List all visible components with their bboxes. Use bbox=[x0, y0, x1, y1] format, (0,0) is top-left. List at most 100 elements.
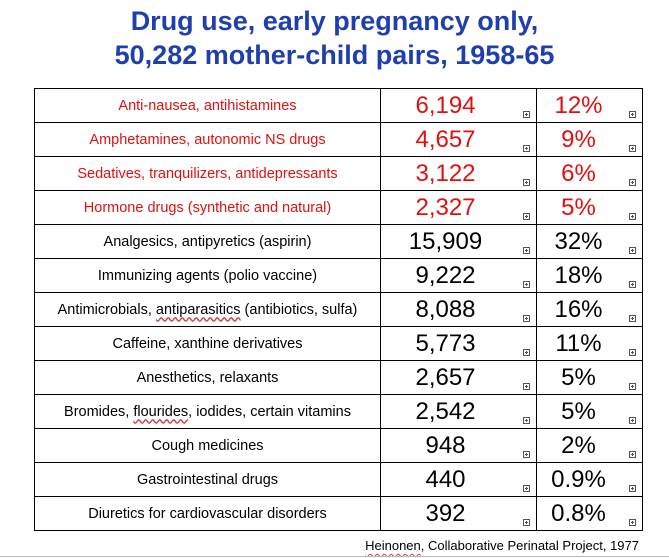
percent-value: 6% bbox=[561, 159, 596, 187]
table-row: Anti-nausea, antihistamines 6,194 12% bbox=[34, 88, 643, 123]
percent-cell: 0.9% bbox=[536, 462, 643, 497]
expand-marker-icon[interactable] bbox=[629, 451, 636, 458]
expand-marker-icon[interactable] bbox=[523, 281, 530, 288]
table-row: Antimicrobials, antiparasitics (antibiot… bbox=[34, 292, 643, 327]
table-row: Hormone drugs (synthetic and natural) 2,3… bbox=[34, 190, 643, 225]
expand-marker-icon[interactable] bbox=[523, 179, 530, 186]
drug-category-cell: Gastrointestinal drugs bbox=[34, 462, 381, 497]
expand-marker-icon[interactable] bbox=[629, 519, 636, 526]
drug-category-text: Diuretics for cardiovascular disorders bbox=[88, 505, 327, 522]
expand-marker-icon[interactable] bbox=[523, 519, 530, 526]
expand-marker-icon[interactable] bbox=[629, 315, 636, 322]
count-cell: 15,909 bbox=[380, 224, 537, 259]
slide-title-line-2: 50,282 mother-child pairs, 1958-65 bbox=[114, 40, 555, 70]
table-row: Cough medicines 948 2% bbox=[34, 428, 643, 463]
count-value: 15,909 bbox=[408, 227, 483, 255]
expand-marker-icon[interactable] bbox=[629, 179, 636, 186]
expand-marker-icon[interactable] bbox=[523, 417, 530, 424]
drug-category-text: Anesthetics, relaxants bbox=[136, 369, 279, 386]
table-row: Caffeine, xanthine derivatives 5,773 11% bbox=[34, 326, 643, 361]
expand-marker-icon[interactable] bbox=[523, 383, 530, 390]
percent-cell: 9% bbox=[536, 122, 643, 157]
percent-cell: 18% bbox=[536, 258, 643, 293]
expand-marker-icon[interactable] bbox=[629, 383, 636, 390]
percent-value: 12% bbox=[554, 91, 603, 119]
count-value: 948 bbox=[425, 431, 466, 459]
table-row: Diuretics for cardiovascular disorders 39… bbox=[34, 496, 643, 531]
percent-value: 32% bbox=[554, 227, 603, 255]
percent-value: 5% bbox=[561, 363, 596, 391]
drug-category-cell: Diuretics for cardiovascular disorders bbox=[34, 496, 381, 531]
drug-category-text: Amphetamines, autonomic NS drugs bbox=[89, 131, 326, 148]
percent-value: 0.8% bbox=[551, 499, 606, 527]
expand-marker-icon[interactable] bbox=[629, 247, 636, 254]
drug-category-cell: Sedatives, tranquilizers, antidepressant… bbox=[34, 156, 381, 191]
count-value: 440 bbox=[425, 465, 466, 493]
percent-value: 11% bbox=[555, 329, 602, 357]
count-value: 3,122 bbox=[415, 159, 476, 187]
source-citation: Heinonen, Collaborative Perinatal Projec… bbox=[365, 538, 639, 553]
drug-category-text: Antimicrobials, bbox=[57, 301, 156, 318]
count-cell: 2,657 bbox=[380, 360, 537, 395]
expand-marker-icon[interactable] bbox=[629, 349, 636, 356]
expand-marker-icon[interactable] bbox=[523, 247, 530, 254]
source-details: , Collaborative Perinatal Project, 1977 bbox=[420, 538, 639, 553]
percent-cell: 5% bbox=[536, 360, 643, 395]
drug-category-text: Cough medicines bbox=[151, 437, 264, 454]
drug-use-table: Anti-nausea, antihistamines 6,194 12% Amphe… bbox=[34, 88, 643, 531]
count-cell: 948 bbox=[380, 428, 537, 463]
count-cell: 3,122 bbox=[380, 156, 537, 191]
slide-bottom-border bbox=[0, 556, 669, 557]
count-value: 2,327 bbox=[415, 193, 476, 221]
count-value: 2,657 bbox=[415, 363, 476, 391]
expand-marker-icon[interactable] bbox=[523, 111, 530, 118]
expand-marker-icon[interactable] bbox=[629, 485, 636, 492]
count-cell: 2,327 bbox=[380, 190, 537, 225]
drug-category-text: Bromides, bbox=[64, 403, 134, 420]
count-cell: 440 bbox=[380, 462, 537, 497]
count-value: 6,194 bbox=[415, 91, 476, 119]
count-cell: 6,194 bbox=[380, 88, 537, 123]
expand-marker-icon[interactable] bbox=[629, 417, 636, 424]
percent-value: 16% bbox=[554, 295, 603, 323]
percent-value: 5% bbox=[561, 397, 596, 425]
percent-value: 5% bbox=[561, 193, 596, 221]
drug-category-text: Analgesics, antipyretics (aspirin) bbox=[103, 233, 312, 250]
expand-marker-icon[interactable] bbox=[523, 485, 530, 492]
expand-marker-icon[interactable] bbox=[523, 349, 530, 356]
table-row: Analgesics, antipyretics (aspirin) 15,909… bbox=[34, 224, 643, 259]
expand-marker-icon[interactable] bbox=[629, 213, 636, 220]
drug-category-cell: Immunizing agents (polio vaccine) bbox=[34, 258, 381, 293]
percent-cell: 0.8% bbox=[536, 496, 643, 531]
expand-marker-icon[interactable] bbox=[523, 451, 530, 458]
drug-category-text: Anti-nausea, antihistamines bbox=[118, 97, 297, 114]
drug-category-text: , iodides, certain vitamins bbox=[188, 403, 351, 420]
percent-cell: 2% bbox=[536, 428, 643, 463]
drug-category-cell: Amphetamines, autonomic NS drugs bbox=[34, 122, 381, 157]
drug-category-cell: Bromides, flourides, iodides, certain vi… bbox=[34, 394, 381, 429]
table-row: Sedatives, tranquilizers, antidepressant… bbox=[34, 156, 643, 191]
table-row: Amphetamines, autonomic NS drugs 4,657 9% bbox=[34, 122, 643, 157]
drug-category-cell: Analgesics, antipyretics (aspirin) bbox=[34, 224, 381, 259]
expand-marker-icon[interactable] bbox=[523, 213, 530, 220]
drug-category-text: Immunizing agents (polio vaccine) bbox=[97, 267, 318, 284]
table-row: Bromides, flourides, iodides, certain vi… bbox=[34, 394, 643, 429]
expand-marker-icon[interactable] bbox=[523, 145, 530, 152]
expand-marker-icon[interactable] bbox=[523, 315, 530, 322]
percent-cell: 6% bbox=[536, 156, 643, 191]
spellcheck-flagged-word: flourides bbox=[133, 403, 189, 420]
count-value: 8,088 bbox=[415, 295, 476, 323]
expand-marker-icon[interactable] bbox=[629, 111, 636, 118]
count-value: 2,542 bbox=[415, 397, 476, 425]
drug-category-cell: Anti-nausea, antihistamines bbox=[34, 88, 381, 123]
table-row: Immunizing agents (polio vaccine) 9,222 18… bbox=[34, 258, 643, 293]
expand-marker-icon[interactable] bbox=[629, 145, 636, 152]
expand-marker-icon[interactable] bbox=[629, 281, 636, 288]
drug-category-cell: Hormone drugs (synthetic and natural) bbox=[34, 190, 381, 225]
table-row: Anesthetics, relaxants 2,657 5% bbox=[34, 360, 643, 395]
percent-cell: 32% bbox=[536, 224, 643, 259]
count-cell: 5,773 bbox=[380, 326, 537, 361]
count-value: 5,773 bbox=[415, 329, 476, 357]
count-value: 4,657 bbox=[415, 125, 476, 153]
drug-category-text: (antibiotics, sulfa) bbox=[240, 301, 358, 318]
